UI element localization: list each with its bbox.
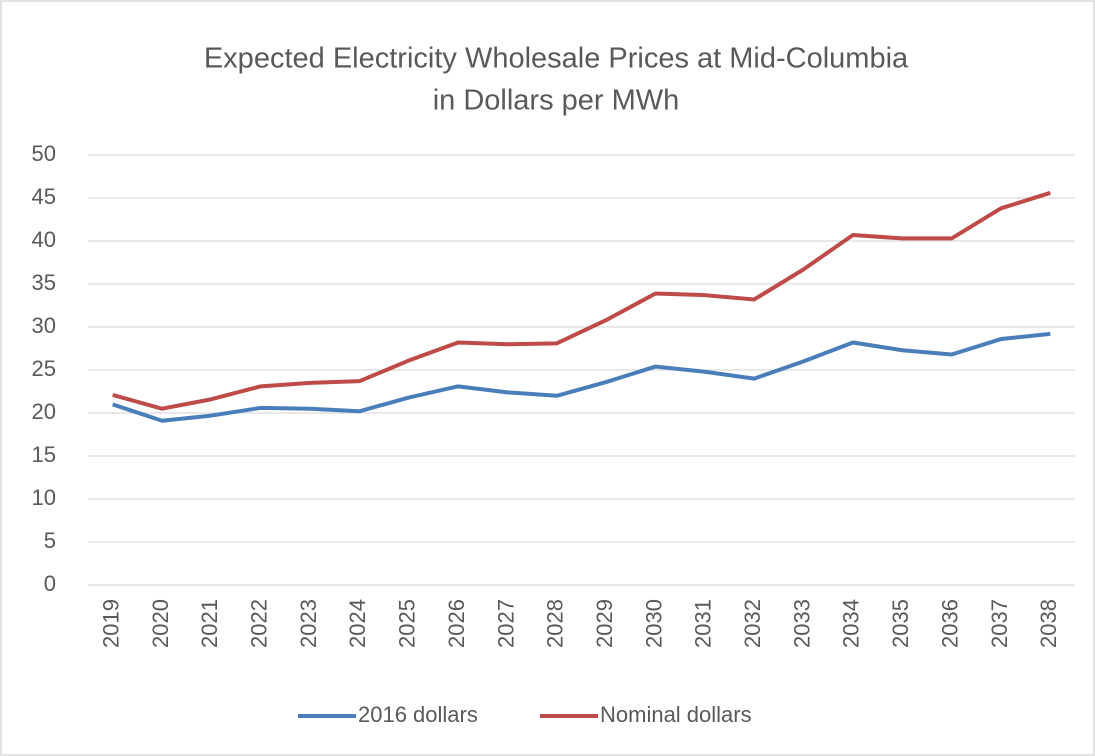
y-tick-label: 50: [32, 141, 56, 166]
x-tick-label: 2021: [197, 599, 222, 648]
y-tick-label: 5: [44, 528, 56, 553]
x-tick-label: 2027: [493, 599, 518, 648]
legend-label: Nominal dollars: [600, 702, 752, 727]
y-tick-label: 20: [32, 399, 56, 424]
x-tick-label: 2022: [247, 599, 272, 648]
y-tick-label: 0: [44, 571, 56, 596]
line-series: [112, 190, 1051, 411]
x-tick-label: 2019: [98, 599, 123, 648]
x-tick-label: 2023: [296, 599, 321, 648]
x-tick-label: 2031: [691, 599, 716, 648]
x-tick-label: 2034: [839, 599, 864, 648]
x-tick-label: 2033: [789, 599, 814, 648]
x-tick-label: 2020: [148, 599, 173, 648]
x-tick-label: 2035: [888, 599, 913, 648]
x-tick-label: 2037: [987, 599, 1012, 648]
y-tick-label: 40: [32, 227, 56, 252]
x-tick-label: 2026: [444, 599, 469, 648]
x-tick-label: 2024: [345, 599, 370, 648]
x-tick-label: 2028: [543, 599, 568, 648]
y-tick-label: 25: [32, 356, 56, 381]
x-tick-label: 2029: [592, 599, 617, 648]
x-tick-label: 2032: [740, 599, 765, 648]
x-tick-label: 2038: [1036, 599, 1061, 648]
y-tick-label: 15: [32, 442, 56, 467]
x-tick-label: 2025: [395, 599, 420, 648]
y-tick-label: 10: [32, 485, 56, 510]
legend-label: 2016 dollars: [358, 702, 478, 727]
chart-title: Expected Electricity Wholesale Prices at…: [204, 43, 909, 75]
x-tick-label: 2030: [641, 599, 666, 648]
x-tick-label: 2036: [937, 599, 962, 648]
chart-title: in Dollars per MWh: [433, 85, 680, 117]
y-tick-label: 35: [32, 270, 56, 295]
y-tick-label: 30: [32, 313, 56, 338]
line-series: [112, 331, 1051, 423]
y-tick-label: 45: [32, 184, 56, 209]
